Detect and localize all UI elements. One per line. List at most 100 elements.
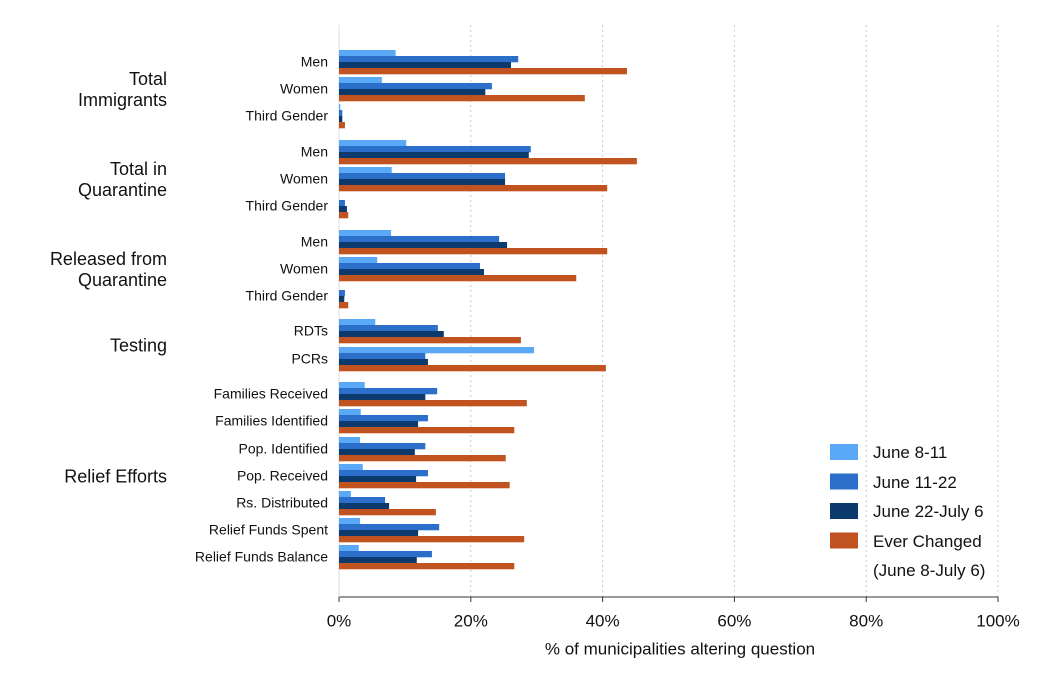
- bar: [339, 95, 585, 102]
- bar: [339, 185, 608, 192]
- legend-label: June 22-July 6: [873, 502, 984, 521]
- x-tick-label: 40%: [586, 611, 620, 630]
- x-tick-label: 80%: [849, 611, 883, 630]
- legend-label: June 11-22: [873, 472, 957, 492]
- bar: [339, 394, 426, 401]
- bar: [339, 296, 345, 303]
- bar: [339, 242, 508, 249]
- bar: [339, 415, 428, 422]
- bar: [339, 482, 510, 489]
- group-label-line: Quarantine: [77, 270, 167, 290]
- bar: [339, 557, 417, 564]
- bar: [339, 353, 426, 360]
- category-label: Pop. Identified: [238, 441, 328, 457]
- group-label: Total Immigrants: [17, 69, 167, 111]
- bar: [339, 476, 417, 483]
- legend-swatch: [830, 444, 858, 460]
- category-label: PCRs: [291, 351, 328, 367]
- bar: [339, 104, 341, 111]
- bar: [339, 409, 361, 416]
- bar: [339, 545, 359, 552]
- bar: [339, 319, 376, 326]
- bar: [339, 503, 390, 510]
- x-tick-label: 20%: [454, 611, 488, 630]
- bar: [339, 275, 577, 282]
- group-label-line: Immigrants: [77, 90, 167, 110]
- category-label: Third Gender: [246, 288, 329, 304]
- bar: [339, 421, 419, 428]
- bar: [339, 206, 347, 213]
- bar: [339, 388, 438, 395]
- bar: [339, 89, 486, 96]
- bar: [339, 563, 515, 570]
- bar: [339, 50, 396, 57]
- bar: [339, 68, 627, 75]
- bar: [339, 236, 500, 243]
- category-label: Families Identified: [215, 413, 328, 429]
- bar: [339, 551, 432, 558]
- bar: [339, 331, 444, 338]
- category-label: Pop. Received: [237, 468, 328, 484]
- bar: [339, 464, 363, 471]
- bar: [339, 263, 481, 270]
- bar: [339, 257, 378, 264]
- bar: [339, 200, 345, 207]
- bar: [339, 179, 506, 186]
- bar: [339, 400, 527, 407]
- category-label: Men: [301, 234, 328, 250]
- bar: [339, 167, 392, 174]
- bar: [339, 158, 637, 165]
- bar: [339, 449, 415, 456]
- legend-swatch: [830, 503, 858, 519]
- x-axis-title: % of municipalities altering question: [545, 639, 815, 658]
- category-label: Relief Funds Balance: [195, 549, 328, 565]
- category-label: Women: [280, 261, 328, 277]
- x-tick-label: 0%: [327, 611, 352, 630]
- bar: [339, 325, 438, 332]
- bar: [339, 347, 535, 354]
- legend-swatch: [830, 473, 858, 490]
- bar: [339, 470, 428, 477]
- category-label: Relief Funds Spent: [209, 522, 328, 538]
- bar: [339, 443, 426, 450]
- bar: [339, 56, 519, 63]
- bar: [339, 77, 382, 84]
- category-label: Men: [301, 54, 328, 70]
- bar: [339, 359, 428, 366]
- bar: [339, 530, 419, 537]
- category-label: Men: [301, 144, 328, 160]
- bar: [339, 455, 506, 462]
- bar: [339, 302, 349, 309]
- bar: [339, 269, 484, 276]
- x-tick-label: 100%: [976, 611, 1019, 630]
- bar: [339, 290, 345, 297]
- bar: [339, 497, 386, 504]
- bar: [339, 509, 436, 516]
- group-label: Total in Quarantine: [17, 159, 167, 201]
- group-label: Relief Efforts: [17, 466, 167, 487]
- bar: [339, 140, 407, 147]
- legend-label: Ever Changed (June 8-July 6): [873, 531, 986, 580]
- category-label: Rs. Distributed: [236, 495, 328, 511]
- bar: [339, 491, 351, 498]
- bar: [339, 248, 608, 255]
- group-label: Released from Quarantine: [17, 249, 167, 291]
- bar: [339, 122, 345, 129]
- group-label-line: Relief Efforts: [64, 466, 167, 486]
- bar: [339, 116, 343, 123]
- group-label-line: Total in: [109, 159, 167, 179]
- bar: [339, 365, 606, 372]
- group-label-line: Released from: [49, 249, 167, 269]
- bar: [339, 524, 440, 531]
- category-label: Families Received: [214, 386, 328, 402]
- bar: [339, 146, 531, 153]
- category-label: Women: [280, 81, 328, 97]
- bar: [339, 382, 365, 389]
- bar: [339, 152, 529, 159]
- bar: [339, 337, 521, 344]
- group-label: Testing: [17, 336, 167, 357]
- category-label: Women: [280, 171, 328, 187]
- group-label-line: Testing: [109, 335, 167, 356]
- bar: [339, 110, 343, 117]
